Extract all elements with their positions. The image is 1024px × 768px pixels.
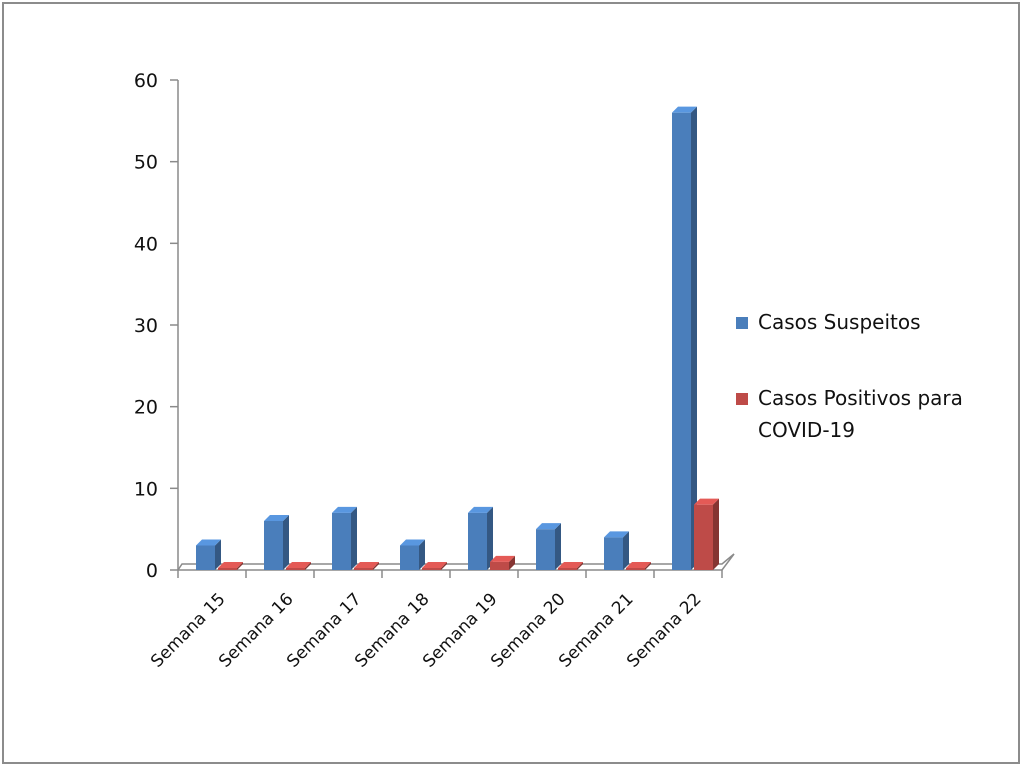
y-tick-label: 60 (134, 70, 158, 92)
bar-front (196, 545, 215, 570)
bar-top (332, 506, 357, 513)
bar-top (264, 515, 289, 521)
bar-front (218, 568, 237, 570)
bar-front (286, 568, 305, 570)
bar-suspeitos (468, 506, 493, 570)
bar-side (351, 506, 357, 570)
bar-front (536, 529, 555, 570)
legend-swatch-positivos (736, 393, 748, 405)
bar-front (604, 537, 623, 570)
legend-item-positivos: Casos Positivos para COVID-19 (736, 382, 1006, 446)
bar-side (419, 539, 425, 570)
bar-suspeitos (332, 506, 357, 570)
bar-side (441, 562, 447, 570)
bar-side (577, 562, 583, 570)
y-tick-label: 40 (134, 233, 158, 255)
bar-top (490, 555, 515, 562)
bar-positivos (490, 555, 515, 570)
bar-side (215, 539, 221, 570)
chart-bars (196, 106, 719, 571)
bar-front (332, 512, 351, 570)
bar-front (400, 545, 419, 570)
bar-suspeitos (264, 515, 289, 570)
bar-top (286, 562, 311, 568)
bar-side (713, 498, 719, 570)
bar-top (354, 562, 379, 568)
legend-label-suspeitos: Casos Suspeitos (758, 310, 921, 334)
bar-top (218, 562, 243, 568)
bar-side (373, 562, 379, 570)
bar-suspeitos (672, 106, 697, 571)
y-tick-label: 0 (146, 560, 158, 582)
bar-side (691, 106, 697, 571)
bar-positivos (286, 562, 311, 570)
bar-front (422, 568, 441, 570)
x-axis-back-edge (177, 553, 735, 571)
bar-positivos (218, 562, 243, 570)
y-tick-label: 30 (134, 315, 158, 337)
bar-side (509, 555, 515, 570)
bar-front (354, 568, 373, 570)
bar-top (468, 506, 493, 513)
bar-side (305, 562, 311, 570)
bar-top (536, 523, 561, 530)
bar-positivos (694, 498, 719, 570)
bar-front (694, 504, 713, 570)
bar-top (422, 562, 447, 568)
bar-front (558, 568, 577, 570)
bar-front (264, 521, 283, 570)
bar-side (237, 562, 243, 570)
bar-side (623, 531, 629, 570)
bar-top (626, 562, 651, 568)
y-tick-label: 20 (134, 397, 158, 419)
bar-side (283, 515, 289, 570)
bar-top (672, 106, 697, 113)
bar-top (196, 539, 221, 546)
bar-positivos (422, 562, 447, 570)
legend-label-positivos: Casos Positivos para COVID-19 (758, 386, 963, 442)
bar-top (604, 531, 629, 538)
bar-top (694, 498, 719, 505)
bar-top (400, 539, 425, 546)
bar-positivos (626, 562, 651, 570)
legend: Casos Suspeitos Casos Positivos para COV… (736, 306, 1006, 490)
legend-swatch-suspeitos (736, 317, 748, 329)
bar-positivos (354, 562, 379, 570)
y-tick-label: 50 (134, 152, 158, 174)
bar-suspeitos (196, 539, 221, 570)
bar-suspeitos (604, 531, 629, 570)
bar-positivos (558, 562, 583, 570)
y-tick-label: 10 (134, 478, 158, 500)
bar-front (468, 512, 487, 570)
legend-item-suspeitos: Casos Suspeitos (736, 306, 1006, 338)
bar-side (555, 523, 561, 570)
bar-front (672, 112, 691, 571)
bar-front (626, 568, 645, 570)
bar-suspeitos (400, 539, 425, 570)
bar-side (487, 506, 493, 570)
bar-front (490, 561, 509, 570)
chart-axes (170, 79, 735, 578)
x-axis-side-edge (721, 553, 735, 571)
bar-top (558, 562, 583, 568)
bar-suspeitos (536, 523, 561, 570)
bar-side (645, 562, 651, 570)
